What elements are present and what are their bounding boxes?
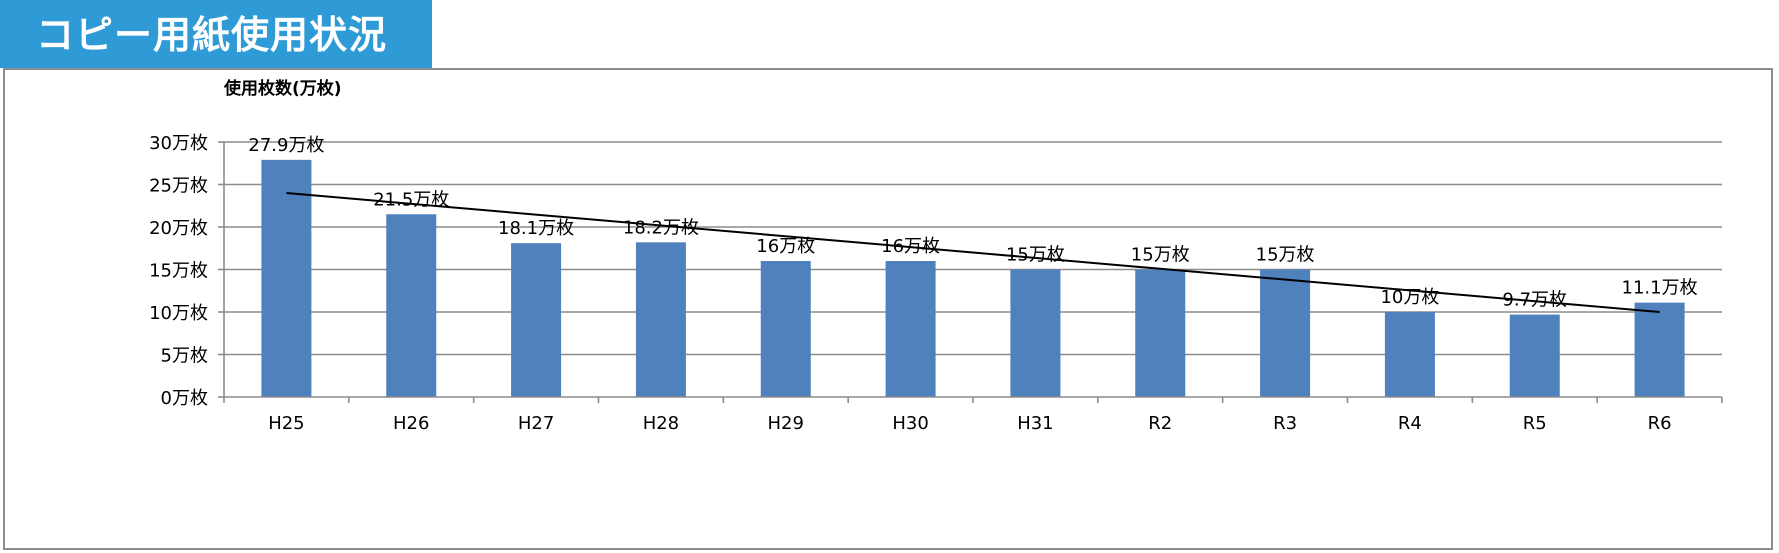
y-tick-label: 0万枚 [161, 388, 208, 409]
x-tick-label: H27 [518, 413, 554, 434]
data-label: 27.9万枚 [248, 135, 324, 156]
x-tick-label: H31 [1017, 413, 1053, 434]
bar-r2 [1135, 269, 1186, 397]
bar-r6 [1634, 302, 1685, 397]
data-label: 18.2万枚 [623, 217, 699, 238]
bar-h27 [511, 243, 562, 397]
x-tick-label: R6 [1648, 413, 1672, 434]
data-label: 15万枚 [1256, 245, 1315, 266]
paper-usage-chart: 使用枚数(万枚) 0万枚 5万枚 10万枚 15万枚 20万枚 25万枚 30万枚 H25 H… [149, 78, 1723, 434]
x-tick-label: R5 [1523, 413, 1547, 434]
bar-h25 [261, 159, 312, 397]
bar-h26 [386, 214, 437, 397]
x-tick-label: H29 [768, 413, 804, 434]
x-tick-label: R3 [1273, 413, 1297, 434]
data-label: 16万枚 [881, 236, 940, 257]
y-tick-label: 10万枚 [149, 303, 208, 324]
bar-h30 [885, 261, 936, 397]
x-tick-label: R4 [1398, 413, 1422, 434]
chart-frame: 使用枚数(万枚) 0万枚 5万枚 10万枚 15万枚 20万枚 25万枚 30万枚 H25 H… [3, 68, 1773, 550]
bar-r4 [1384, 312, 1435, 397]
data-label: 11.1万枚 [1622, 278, 1698, 299]
data-label: 15万枚 [1006, 245, 1065, 266]
bar-h29 [760, 261, 811, 397]
data-label: 9.7万枚 [1502, 290, 1567, 311]
data-label: 15万枚 [1131, 245, 1190, 266]
data-label: 18.1万枚 [498, 218, 574, 239]
x-tick-label: H30 [892, 413, 928, 434]
x-tick-label: R2 [1148, 413, 1172, 434]
bar-h31 [1010, 269, 1061, 397]
bar-h28 [635, 242, 686, 397]
bar-r5 [1509, 314, 1560, 397]
y-axis-title: 使用枚数(万枚) [223, 78, 342, 99]
data-label: 10万枚 [1380, 287, 1439, 308]
y-tick-label: 30万枚 [149, 133, 208, 154]
x-tick-label: H25 [268, 413, 304, 434]
y-tick-label: 25万枚 [149, 176, 208, 197]
y-tick-label: 15万枚 [149, 261, 208, 282]
y-tick-label: 5万枚 [161, 346, 208, 367]
bar-r3 [1260, 269, 1311, 397]
data-label: 16万枚 [756, 236, 815, 257]
page-title: コピー用紙使用状況 [0, 0, 432, 68]
x-tick-label: H26 [393, 413, 429, 434]
x-tick-label: H28 [643, 413, 679, 434]
y-tick-label: 20万枚 [149, 218, 208, 239]
trendline [286, 192, 1660, 313]
data-label: 21.5万枚 [373, 189, 449, 210]
